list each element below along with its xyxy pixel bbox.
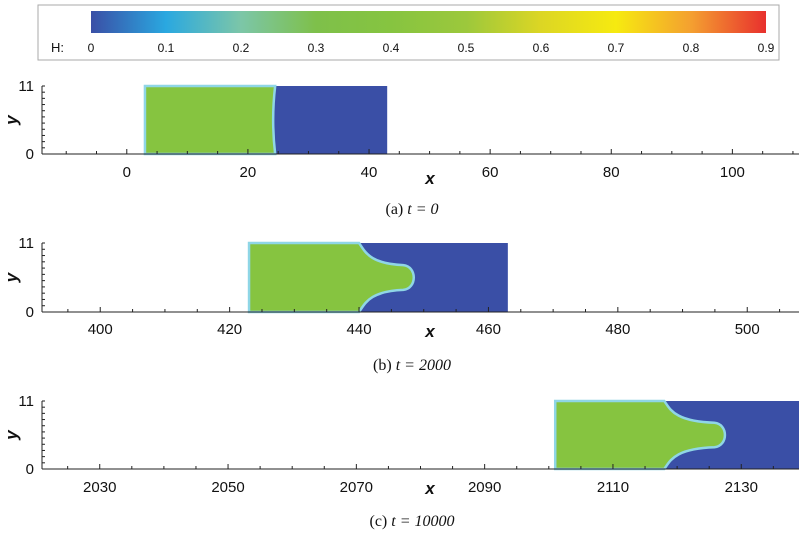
x-tick-label: 2090	[468, 479, 501, 496]
y-tick-label: 11	[18, 235, 34, 252]
y-tick-label: 0	[26, 461, 34, 478]
x-axis-label: x	[424, 479, 436, 498]
y-tick-label: 0	[26, 146, 34, 163]
colorbar-tick-label: 0.3	[308, 41, 325, 55]
x-tick-label: 80	[603, 164, 620, 181]
panel-caption: (a) t = 0	[385, 201, 438, 218]
x-tick-label: 40	[361, 164, 378, 181]
x-tick-label: 2050	[211, 479, 244, 496]
x-tick-label: 420	[217, 321, 242, 338]
x-tick-label: 2130	[725, 479, 758, 496]
colorbar-tick-label: 0.9	[758, 41, 775, 55]
colorbar: H: 0 0.1 0.2 0.3 0.4 0.5 0.6 0.7 0.8 0.9	[37, 4, 780, 61]
x-tick-label: 500	[735, 321, 760, 338]
x-tick-label: 100	[720, 164, 745, 181]
panel-a: 0 20 40 60 80 100 0 11 x y (a) t = 0	[2, 78, 799, 218]
x-tick-label: 460	[476, 321, 501, 338]
colorbar-tick-label: 0	[88, 41, 95, 55]
x-axis-label: x	[424, 169, 436, 188]
colorbar-tick-label: 0.6	[533, 41, 550, 55]
caption-prefix: (b)	[373, 357, 396, 374]
colorbar-title: H:	[51, 40, 64, 55]
x-tick-label: 2110	[597, 479, 629, 496]
colorbar-tick-label: 0.7	[608, 41, 625, 55]
y-tick-label: 11	[18, 78, 34, 95]
panel-b: 400 420 440 460 480 500 0 11 x y (b) t = 2000	[2, 235, 799, 374]
y-tick-label: 0	[26, 304, 34, 321]
caption-equation: t = 2000	[396, 357, 451, 374]
x-tick-label: 2030	[83, 479, 116, 496]
x-tick-label: 0	[123, 164, 131, 181]
panel-caption: (b) t = 2000	[373, 357, 451, 374]
colorbar-tick-label: 0.1	[158, 41, 175, 55]
caption-prefix: (c)	[369, 513, 391, 530]
invading-fluid-region	[553, 399, 727, 471]
y-tick-label: 11	[18, 393, 34, 410]
x-tick-label: 60	[482, 164, 499, 181]
caption-prefix: (a)	[385, 201, 407, 218]
caption-equation: t = 0	[407, 201, 438, 218]
x-tick-label: 20	[240, 164, 257, 181]
y-axis-label: y	[2, 114, 21, 126]
colorbar-gradient	[91, 11, 766, 33]
invading-fluid-region	[247, 241, 416, 314]
colorbar-tick-label: 0.4	[383, 41, 400, 55]
panel-caption: (c) t = 10000	[369, 513, 454, 530]
colorbar-ticks: 0 0.1 0.2 0.3 0.4 0.5 0.6 0.7 0.8 0.9	[88, 41, 775, 55]
caption-equation: t = 10000	[391, 513, 454, 530]
x-axis-label: x	[424, 322, 436, 341]
invading-fluid-region	[143, 84, 277, 156]
y-axis-label: y	[2, 429, 21, 441]
x-tick-label: 400	[88, 321, 113, 338]
colorbar-tick-label: 0.5	[458, 41, 475, 55]
x-tick-label: 440	[347, 321, 372, 338]
panel-c: 2030 2050 2070 2090 2110 2130 0 11 x y (c) t = 100…	[2, 393, 799, 530]
x-tick-label: 2070	[340, 479, 373, 496]
y-axis-label: y	[2, 271, 21, 283]
colorbar-tick-label: 0.2	[233, 41, 250, 55]
x-tick-label: 480	[605, 321, 630, 338]
colorbar-tick-label: 0.8	[683, 41, 700, 55]
